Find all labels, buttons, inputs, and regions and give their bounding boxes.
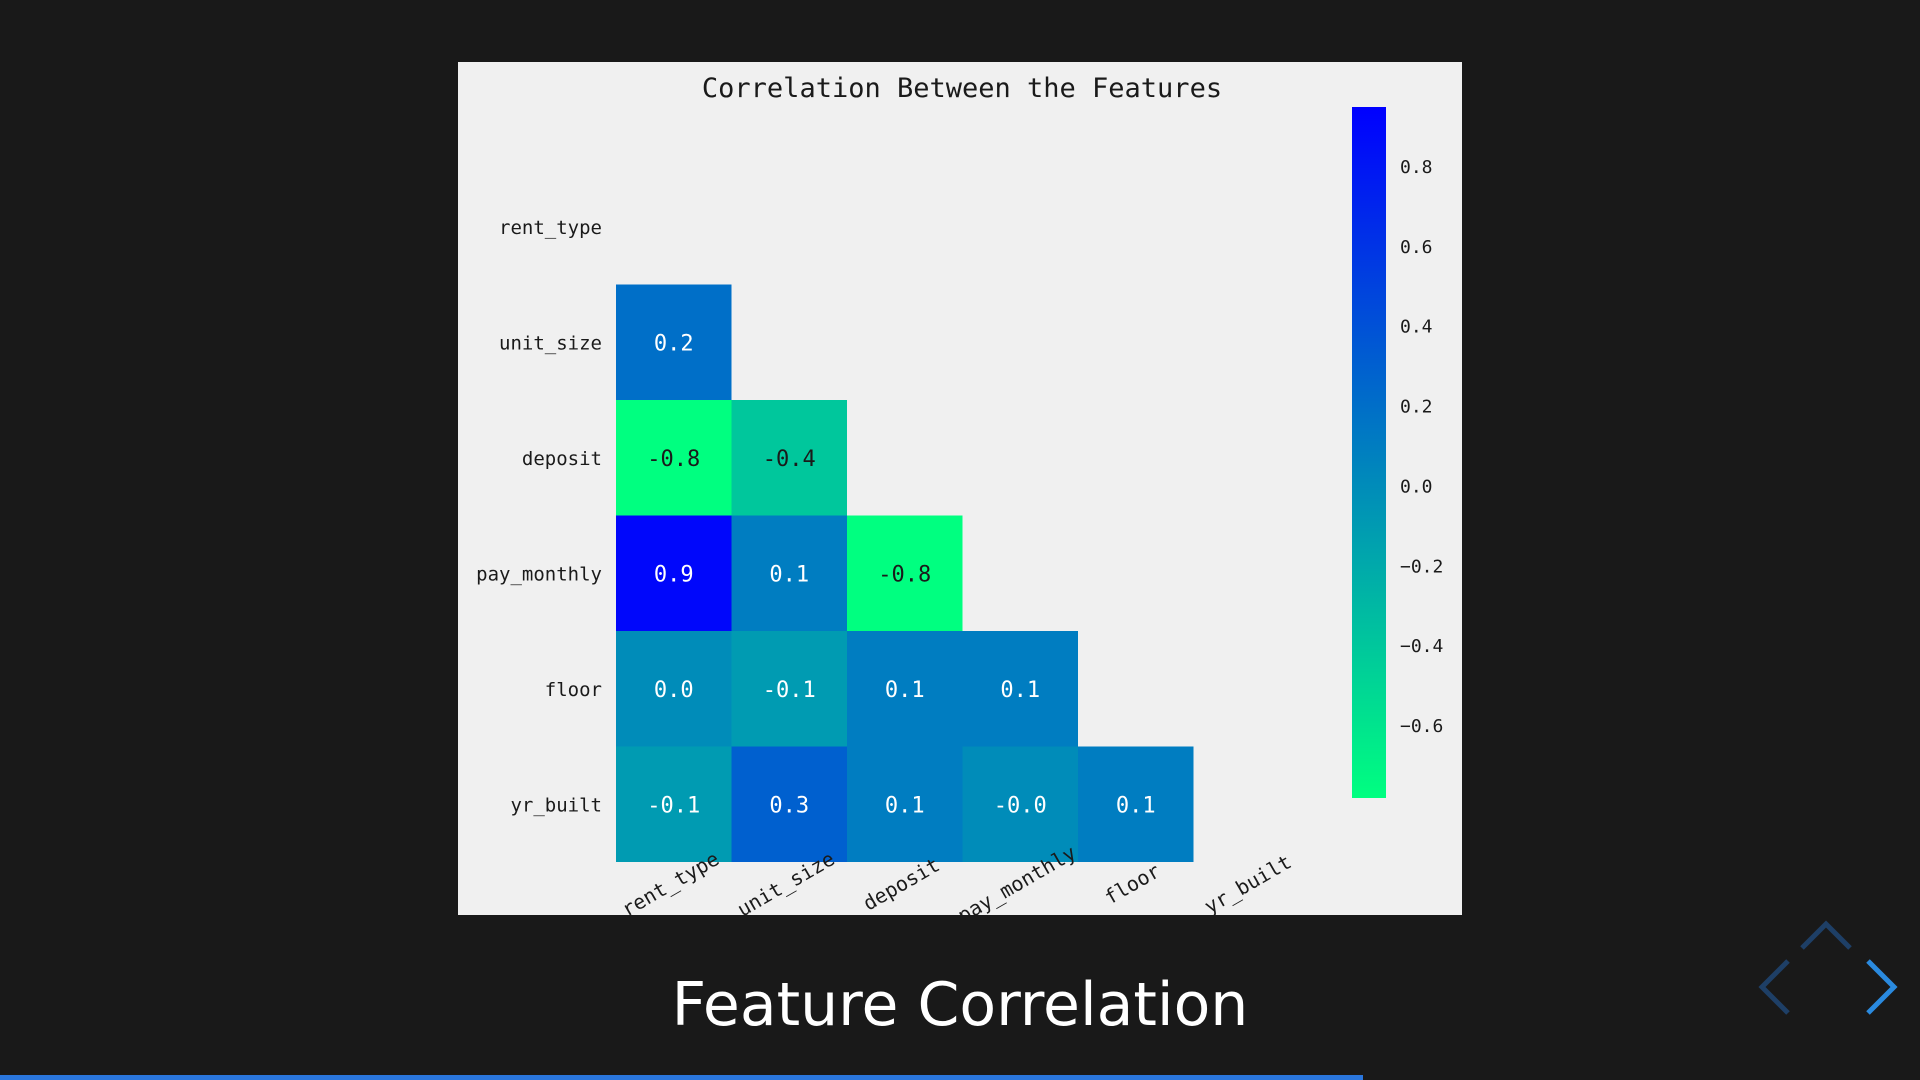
cell-value-label: 0.0 (654, 678, 694, 703)
cell-value-label: 0.1 (1000, 678, 1040, 703)
heatmap-cell (616, 746, 732, 862)
heatmap-cell (962, 631, 1078, 747)
slide-title: Feature Correlation (671, 970, 1249, 1040)
colorbar-tick-label: −0.6 (1400, 716, 1443, 737)
chevron-left-icon[interactable] (1752, 955, 1798, 1019)
cell-value-label: -0.0 (994, 793, 1047, 818)
heatmap-cell (616, 284, 732, 400)
progress-bar-fill (0, 1075, 1364, 1080)
cell-value-label: 0.1 (885, 793, 925, 818)
y-tick-label: floor (545, 679, 602, 701)
y-tick-label: unit_size (499, 332, 602, 354)
heatmap-chart: Correlation Between the Features 0.2 -0.8… (476, 73, 1443, 915)
colorbar-tick-label: 0.4 (1400, 317, 1433, 338)
cell-value-label: -0.1 (763, 678, 816, 703)
cell-value-label: -0.8 (647, 447, 700, 472)
heatmap-cell (847, 746, 963, 862)
y-tick-label: pay_monthly (476, 563, 602, 585)
chevron-right-icon[interactable] (1858, 955, 1904, 1019)
colorbar-tick-label: 0.6 (1400, 237, 1433, 258)
colorbar-tick-label: −0.2 (1400, 556, 1443, 577)
heatmap-cell (616, 400, 732, 516)
cell-value-label: -0.8 (878, 562, 931, 587)
colorbar-tick-label: 0.2 (1400, 397, 1433, 418)
chart-title: Correlation Between the Features (702, 73, 1222, 104)
colorbar-tick-label: 0.8 (1400, 157, 1433, 178)
y-tick-label: rent_type (499, 217, 602, 239)
heatmap-cell (847, 631, 963, 747)
heatmap-cells: 0.2 -0.8 -0.4 0.9 0.1 -0.8 0.0 -0.1 0.1 0.1 -0.1 0.… (616, 284, 1194, 862)
chevron-up-icon[interactable] (1796, 916, 1856, 956)
progress-bar (0, 1075, 1920, 1080)
cell-value-label: 0.1 (769, 562, 809, 587)
y-tick-label: yr_built (510, 794, 602, 816)
cell-value-label: 0.1 (885, 678, 925, 703)
heatmap-cell (616, 515, 732, 631)
colorbar-tick-label: 0.0 (1400, 476, 1433, 497)
cell-value-label: -0.1 (647, 793, 700, 818)
correlation-heatmap-figure: Correlation Between the Features 0.2 -0.8… (458, 62, 1462, 915)
heatmap-cell (731, 746, 847, 862)
cell-value-label: 0.2 (654, 331, 694, 356)
x-tick-label: yr_built (1200, 849, 1295, 915)
cell-value-label: -0.4 (763, 447, 816, 472)
heatmap-cell (731, 631, 847, 747)
cell-value-label: 0.1 (1116, 793, 1156, 818)
heatmap-cell (847, 515, 963, 631)
cell-value-label: 0.3 (769, 793, 809, 818)
heatmap-cell (731, 400, 847, 516)
colorbar-ticks: 0.8 0.6 0.4 0.2 0.0 −0.2 −0.4 −0.6 (1400, 157, 1443, 737)
heatmap-cell (1078, 746, 1194, 862)
colorbar-tick-label: −0.4 (1400, 636, 1443, 657)
heatmap-cell (731, 515, 847, 631)
colorbar (1352, 107, 1386, 798)
heatmap-cell (616, 631, 732, 747)
y-tick-label: deposit (522, 448, 602, 470)
cell-value-label: 0.9 (654, 562, 694, 587)
heatmap-cell (962, 746, 1078, 862)
x-tick-label: floor (1100, 858, 1164, 909)
